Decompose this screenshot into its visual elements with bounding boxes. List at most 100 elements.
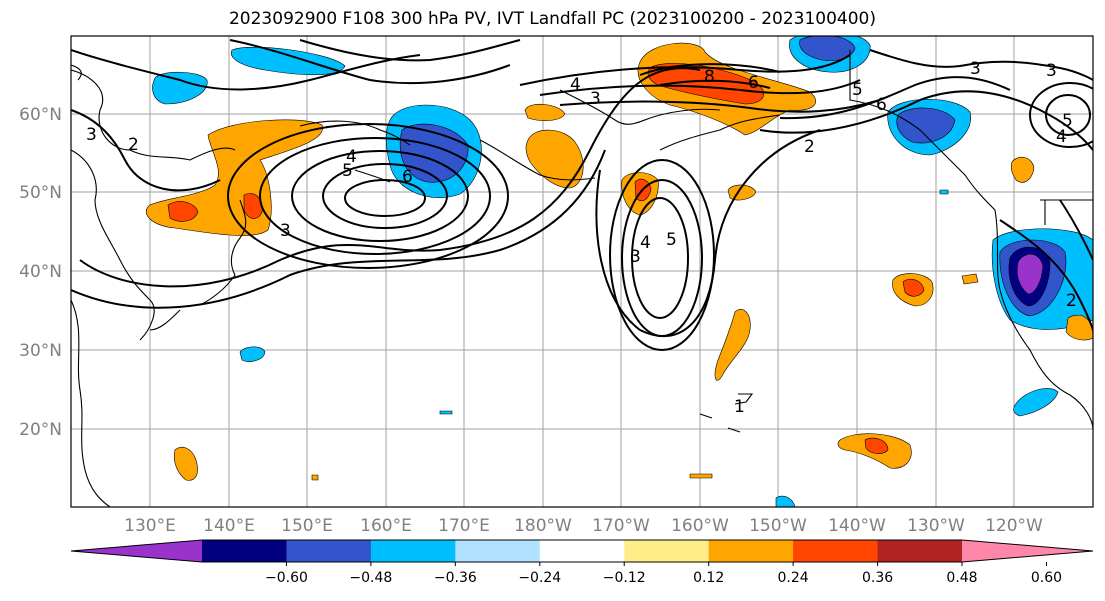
pv-contour <box>869 49 1093 81</box>
lat-label: 30°N <box>19 341 62 361</box>
positive-patch <box>243 193 263 219</box>
negative-patch <box>230 46 346 76</box>
positive-patch <box>864 437 889 454</box>
positive-patch <box>311 474 319 481</box>
contour-label: 6 <box>402 167 413 187</box>
lon-label: 160°W <box>671 516 729 536</box>
map-title: 2023092900 F108 300 hPa PV, IVT Landfall… <box>228 9 876 29</box>
pv-contour <box>299 39 521 62</box>
lon-label: 160°E <box>360 516 412 536</box>
colorbar-extend-low <box>71 540 202 562</box>
pv-contour <box>595 129 821 338</box>
contour-label: 4 <box>640 233 651 253</box>
pv-contour <box>519 54 851 86</box>
pv-contour <box>227 123 509 269</box>
contour-label: 8 <box>704 67 715 87</box>
lat-label: 20°N <box>19 420 62 440</box>
positive-patch <box>902 278 925 297</box>
colorbar: −0.60 −0.48 −0.36 −0.24 −0.12 0.12 0.24 0.36 0.4… <box>70 539 1094 586</box>
colorbar-tick-label: 0.24 <box>778 570 809 586</box>
lon-label: 150°E <box>281 516 333 536</box>
pv-contour <box>259 137 491 255</box>
colorbar-segment <box>202 540 287 562</box>
longitude-labels: 130°E 140°E 150°E 160°E 170°E 180°W 170°… <box>124 516 1043 536</box>
lon-label: 180°W <box>514 516 572 536</box>
positive-patch <box>167 201 199 222</box>
colorbar-tick-label: −0.24 <box>518 570 561 586</box>
pv-contour <box>71 49 421 91</box>
contour-label: 2 <box>128 135 139 155</box>
pv-contour <box>631 197 689 319</box>
colorbar-tick-label: 0.60 <box>1031 570 1062 586</box>
pv-contour <box>539 79 861 96</box>
contour-label: 5 <box>1062 111 1073 131</box>
pv-contour <box>1045 94 1091 136</box>
pv-contour <box>779 76 1011 120</box>
negative-patch <box>152 71 208 105</box>
contour-label: 3 <box>630 247 641 267</box>
colorbar-extend-high <box>962 540 1093 562</box>
lon-label: 150°W <box>749 516 807 536</box>
positive-patch <box>173 447 198 481</box>
contour-label: 5 <box>342 161 353 181</box>
pv-contour <box>659 79 771 89</box>
lat-label: 50°N <box>19 183 62 203</box>
contour-label: 3 <box>280 221 291 241</box>
positive-patch <box>961 273 979 285</box>
pv-contour <box>609 159 715 351</box>
contour-labels: 2 3 4 5 6 3 4 5 3 4 8 6 5 6 2 3 3 5 4 2 … <box>86 59 1077 417</box>
colorbar-segments <box>70 539 1094 563</box>
pv-contour <box>229 39 511 85</box>
negative-patch <box>896 107 956 144</box>
contour-label: 3 <box>86 125 97 145</box>
pv-contour <box>639 63 781 76</box>
lon-label: 140°W <box>828 516 886 536</box>
colorbar-tick-label: −0.60 <box>265 570 308 586</box>
positive-patch <box>1010 156 1035 183</box>
colorbar-segment <box>370 540 456 562</box>
pv-contour <box>344 179 426 217</box>
pv-contour <box>759 90 1093 151</box>
positive-patch <box>525 129 584 189</box>
pv-contour <box>559 99 881 113</box>
pv-contour <box>322 163 448 229</box>
lon-label: 130°W <box>907 516 965 536</box>
negative-patch <box>939 189 949 195</box>
lon-label: 170°E <box>438 516 490 536</box>
pv-contour <box>71 109 221 192</box>
lon-label: 130°E <box>124 516 176 536</box>
negative-patch <box>239 346 266 362</box>
colorbar-segment <box>539 540 625 562</box>
contour-label: 4 <box>1056 127 1067 147</box>
pv-contours <box>71 39 1093 351</box>
contour-label: 3 <box>590 89 601 109</box>
contour-label: 1 <box>734 397 745 417</box>
colorbar-tick-label: −0.36 <box>434 570 477 586</box>
colorbar-tick-label: 0.36 <box>862 570 893 586</box>
negative-patch <box>1016 253 1044 295</box>
positive-patch <box>689 473 713 479</box>
contour-label: 3 <box>1046 61 1057 81</box>
colorbar-segment <box>286 540 372 562</box>
contour-label: 6 <box>876 95 887 115</box>
negative-patch <box>439 410 453 415</box>
lon-label: 140°E <box>203 516 255 536</box>
colorbar-segment <box>877 540 963 562</box>
pv-contour <box>1029 82 1093 148</box>
colorbar-segment <box>708 540 794 562</box>
lon-label: 120°W <box>985 516 1043 536</box>
colorbar-segment <box>793 540 879 562</box>
lat-label: 60°N <box>19 105 62 125</box>
contour-label: 2 <box>804 137 815 157</box>
lat-label: 40°N <box>19 262 62 282</box>
colorbar-tick-label: −0.12 <box>603 570 646 586</box>
pv-contour <box>999 219 1093 331</box>
contour-label: 4 <box>570 75 581 95</box>
negative-patch <box>1013 388 1059 417</box>
colorbar-ticks: −0.60 −0.48 −0.36 −0.24 −0.12 0.12 0.24 0.36 0.4… <box>265 562 1062 586</box>
pv-contour <box>291 150 469 242</box>
contour-label: 4 <box>346 147 357 167</box>
colorbar-segment <box>624 540 710 562</box>
colorbar-tick-label: 0.48 <box>946 570 977 586</box>
